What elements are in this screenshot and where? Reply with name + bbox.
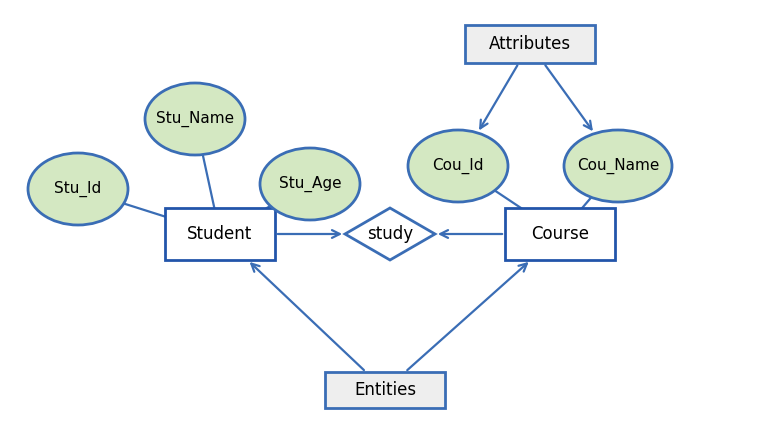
Ellipse shape	[28, 153, 128, 225]
FancyBboxPatch shape	[465, 25, 595, 63]
Text: study: study	[367, 225, 413, 243]
Text: Stu_Name: Stu_Name	[156, 111, 234, 127]
FancyBboxPatch shape	[505, 208, 615, 260]
Text: Attributes: Attributes	[489, 35, 571, 53]
Polygon shape	[345, 208, 435, 260]
Ellipse shape	[260, 148, 360, 220]
FancyBboxPatch shape	[165, 208, 275, 260]
Text: Student: Student	[187, 225, 253, 243]
Text: Course: Course	[531, 225, 589, 243]
Text: Cou_Name: Cou_Name	[577, 158, 659, 174]
FancyBboxPatch shape	[325, 372, 445, 408]
Ellipse shape	[564, 130, 672, 202]
Ellipse shape	[408, 130, 508, 202]
Ellipse shape	[145, 83, 245, 155]
Text: Stu_Age: Stu_Age	[278, 176, 342, 192]
Text: Stu_Id: Stu_Id	[55, 181, 101, 197]
Text: Entities: Entities	[354, 381, 416, 399]
Text: Cou_Id: Cou_Id	[432, 158, 484, 174]
